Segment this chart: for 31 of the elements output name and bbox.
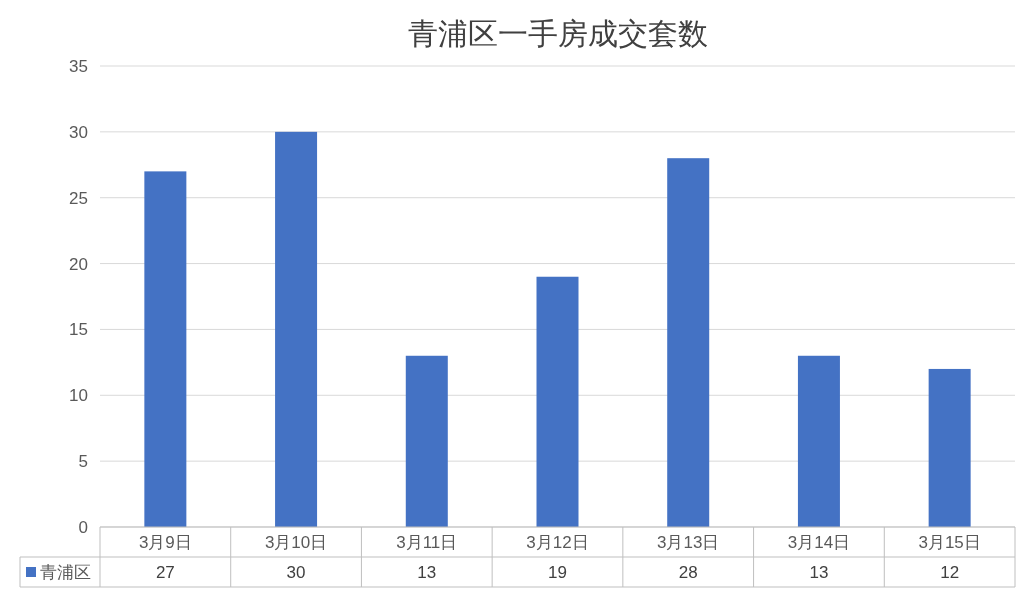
x-tick-label: 3月10日 xyxy=(264,533,328,552)
x-tick-label: 3月14日 xyxy=(787,533,851,552)
data-label: 28 xyxy=(678,563,698,582)
y-tick-label: 0 xyxy=(78,518,88,537)
y-tick-label: 35 xyxy=(69,57,88,76)
bar xyxy=(928,368,971,527)
bar xyxy=(536,276,579,527)
x-tick-label: 3月12日 xyxy=(526,533,589,552)
chart-title: 青浦区一手房成交套数 xyxy=(407,17,708,50)
y-tick-label: 10 xyxy=(69,386,88,406)
data-label: 13 xyxy=(809,563,829,582)
bar xyxy=(797,355,840,527)
legend-label: 青浦区 xyxy=(40,563,91,582)
x-tick-label: 3月13日 xyxy=(657,533,720,552)
data-label: 13 xyxy=(417,563,437,582)
bar xyxy=(667,158,710,527)
x-tick-label: 3月9日 xyxy=(138,533,192,552)
data-label: 30 xyxy=(286,563,306,582)
data-label: 19 xyxy=(548,563,567,582)
x-tick-label: 3月11日 xyxy=(396,533,458,552)
y-tick-label: 30 xyxy=(69,122,88,142)
y-tick-label: 25 xyxy=(69,188,88,208)
y-tick-label: 20 xyxy=(69,254,88,274)
bar xyxy=(144,171,187,527)
bar xyxy=(275,131,318,527)
data-label: 27 xyxy=(155,563,175,582)
y-tick-label: 15 xyxy=(69,320,88,340)
y-tick-label: 5 xyxy=(78,452,88,472)
data-label: 12 xyxy=(940,563,960,582)
x-tick-label: 3月15日 xyxy=(918,533,981,552)
bar xyxy=(405,355,448,527)
